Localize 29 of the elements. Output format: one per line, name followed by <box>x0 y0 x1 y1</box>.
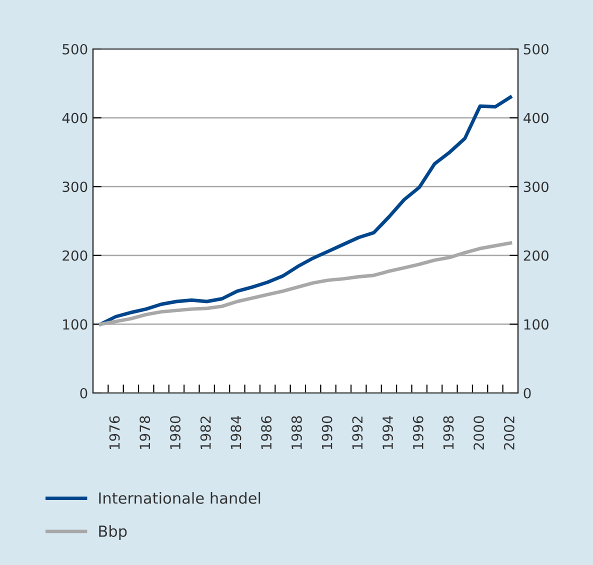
x-tick-label: 1990 <box>322 416 332 450</box>
x-tick-label: 1988 <box>291 416 302 450</box>
y-tick-label: 500 <box>62 44 88 54</box>
x-tick-label: 1998 <box>443 416 454 450</box>
y2-tick-label: 100 <box>524 319 548 330</box>
y-tick-label: 200 <box>62 250 88 261</box>
x-tick-label: 1982 <box>200 416 211 450</box>
legend-label: Internationale handel <box>99 492 260 504</box>
x-tick-label: 1976 <box>109 416 120 450</box>
y-tick-label: 0 <box>80 388 88 398</box>
y2-tick-label: 500 <box>524 44 548 54</box>
y-tick-label: 100 <box>63 319 88 330</box>
line-series <box>98 95 512 326</box>
x-tick-label: 1986 <box>261 416 272 450</box>
x-tick-label: 2002 <box>504 416 514 450</box>
y2-tick-label: 300 <box>524 182 548 192</box>
x-tick-label: 1978 <box>140 416 150 450</box>
x-tick-label: 1984 <box>230 416 242 450</box>
x-tick-label: 1980 <box>170 416 181 450</box>
y-tick-label: 300 <box>62 182 88 192</box>
y-tick-label: 400 <box>62 112 88 124</box>
legend-label: Bbp <box>99 525 127 540</box>
x-tick-label: 1994 <box>382 416 394 450</box>
y2-tick-label: 400 <box>524 112 548 124</box>
y2-tick-label: 200 <box>524 250 548 261</box>
x-tick-label: 2000 <box>474 416 484 450</box>
y2-tick-label: 0 <box>524 388 531 398</box>
x-tick-label: 1992 <box>352 416 363 450</box>
x-tick-label: 1996 <box>412 416 424 450</box>
